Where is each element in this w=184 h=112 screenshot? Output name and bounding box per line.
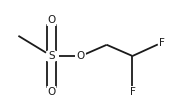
Text: F: F (159, 38, 165, 48)
Text: O: O (77, 51, 85, 61)
Text: O: O (47, 87, 56, 97)
Text: O: O (47, 15, 56, 25)
Text: S: S (48, 51, 55, 61)
Text: F: F (130, 87, 135, 97)
